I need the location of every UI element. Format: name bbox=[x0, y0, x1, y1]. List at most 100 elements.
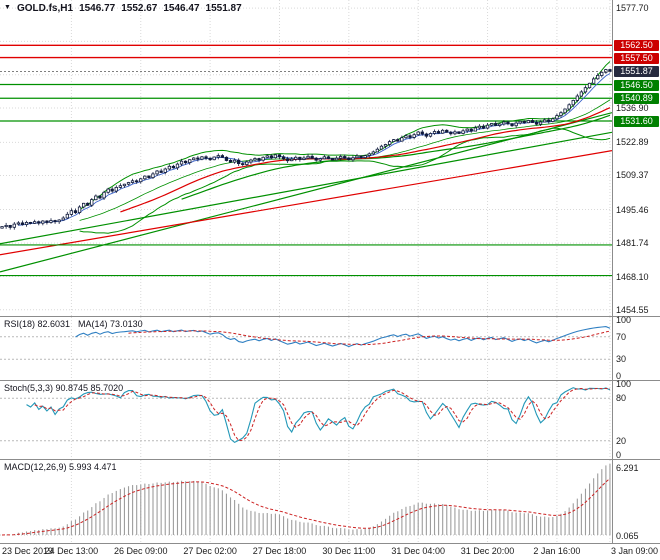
candle-body bbox=[485, 124, 490, 129]
rsi-ma-value-label: MA(14) 73.0130 bbox=[78, 319, 143, 329]
candle-body bbox=[481, 125, 486, 129]
candle-body bbox=[196, 157, 200, 160]
symbol-dropdown-icon: ▼ bbox=[4, 4, 11, 11]
candle-body bbox=[432, 131, 437, 134]
candle-body bbox=[514, 122, 518, 127]
candle-body bbox=[257, 158, 261, 161]
candle-body bbox=[290, 158, 294, 162]
stoch-axis-label: 100 bbox=[616, 379, 632, 389]
candle-body bbox=[428, 133, 433, 137]
bollinger-upper bbox=[79, 61, 611, 211]
price-axis-label: 1509.37 bbox=[616, 170, 649, 181]
stochastic-panel: Stoch(5,3,3) 90.8745 85.7020 100 80 20 0 bbox=[0, 379, 660, 460]
candle-body bbox=[510, 123, 514, 127]
stoch-k-line bbox=[26, 387, 611, 444]
candle-body bbox=[73, 210, 78, 214]
candle-body bbox=[24, 221, 29, 225]
price-axis[interactable]: 1577.70 1536.90 1522.89 1509.37 1495.46 1481.… bbox=[612, 0, 660, 316]
candle-body bbox=[473, 127, 478, 132]
candle-body bbox=[155, 170, 159, 175]
candle-body bbox=[69, 210, 73, 215]
time-axis[interactable]: 23 Dec 2019 24 Dec 13:00 26 Dec 09:00 27 De… bbox=[0, 544, 660, 560]
candle-body bbox=[298, 156, 302, 160]
price-badge-green: 1546.50 bbox=[614, 79, 659, 91]
price-badge-green: 1540.89 bbox=[614, 93, 659, 105]
candle-body bbox=[45, 220, 49, 223]
rsi-panel: RSI(18) 82.6031 MA(14) 73.0130 100 70 30 0 bbox=[0, 315, 660, 381]
macd-indicator-label: MACD(12,26,9) 5.993 4.471 bbox=[4, 462, 117, 472]
candle-body bbox=[208, 157, 212, 161]
candle-body bbox=[555, 115, 559, 120]
price-chart-svg[interactable] bbox=[0, 0, 612, 316]
candle-body bbox=[534, 122, 539, 125]
candle-body bbox=[322, 156, 327, 160]
candle-body bbox=[192, 157, 196, 161]
macd-axis-bottom-label: 0.065 bbox=[616, 531, 639, 541]
candle-body bbox=[232, 159, 237, 163]
candle-body bbox=[583, 87, 588, 93]
candle-body bbox=[494, 123, 498, 126]
ohlc-low: 1546.47 bbox=[163, 3, 200, 14]
candle-body bbox=[236, 159, 241, 164]
candle-body bbox=[420, 131, 424, 135]
candle-body bbox=[383, 144, 388, 147]
stochastic-plot-area: Stoch(5,3,3) 90.8745 85.7020 bbox=[0, 381, 612, 459]
stochastic-value-label: Stoch(5,3,3) 90.8745 85.7020 bbox=[4, 383, 124, 393]
candle-body bbox=[596, 75, 600, 80]
candle-body bbox=[253, 158, 257, 161]
candle-body bbox=[139, 178, 143, 183]
candle-body bbox=[363, 155, 367, 159]
candle-body bbox=[416, 131, 420, 136]
candle-body bbox=[245, 161, 249, 165]
price-badge-current: 1551.87 bbox=[614, 66, 659, 78]
green-trendline bbox=[0, 131, 612, 245]
candle-body bbox=[318, 158, 322, 161]
candle-body bbox=[273, 154, 278, 159]
candle-body bbox=[224, 156, 229, 161]
candle-body bbox=[367, 153, 371, 156]
candle-body bbox=[334, 157, 339, 161]
main-plot-area[interactable]: ▼ GOLD.fs,H1 1546.77 1552.67 1546.47 155… bbox=[0, 0, 612, 316]
rsi-axis-label: 70 bbox=[616, 331, 627, 342]
time-label: 26 Dec 09:00 bbox=[113, 546, 168, 556]
rsi-axis[interactable]: 100 70 30 0 bbox=[612, 315, 660, 381]
candle-body bbox=[4, 224, 8, 227]
candle-body bbox=[424, 133, 429, 137]
candle-body bbox=[151, 173, 155, 178]
candle-body bbox=[387, 141, 392, 145]
candle-body bbox=[28, 221, 33, 224]
candle-body bbox=[338, 156, 343, 159]
candle-body bbox=[551, 118, 555, 122]
candle-body bbox=[90, 199, 94, 206]
time-label: 23 Dec 2019 bbox=[2, 546, 54, 556]
symbol-period-label: GOLD.fs,H1 bbox=[16, 3, 74, 14]
rsi-axis-label: 100 bbox=[616, 315, 632, 325]
candle-body bbox=[49, 220, 53, 223]
candle-body bbox=[57, 219, 61, 223]
candle-body bbox=[106, 188, 110, 193]
candle-body bbox=[82, 202, 86, 208]
candle-body bbox=[457, 131, 461, 134]
rsi-value-label: RSI(18) 82.6031 bbox=[4, 319, 71, 329]
candle-body bbox=[183, 160, 188, 164]
macd-signal-line bbox=[1, 477, 611, 536]
candle-body bbox=[489, 123, 494, 126]
candle-body bbox=[522, 120, 526, 124]
candle-body bbox=[538, 121, 543, 125]
candle-body bbox=[277, 154, 282, 158]
stochastic-axis[interactable]: 100 80 20 0 bbox=[612, 379, 660, 460]
stoch-axis-label: 0 bbox=[616, 450, 622, 460]
candle-body bbox=[412, 134, 416, 138]
macd-plot-area: MACD(12,26,9) 5.993 4.471 bbox=[0, 460, 612, 543]
candle-body bbox=[77, 206, 82, 213]
candle-body bbox=[326, 156, 331, 159]
candle-body bbox=[118, 185, 122, 188]
candle-body bbox=[216, 155, 220, 158]
macd-value-label: MACD(12,26,9) 5.993 4.471 bbox=[4, 462, 117, 472]
macd-panel: MACD(12,26,9) 5.993 4.471 6.291 0.065 bbox=[0, 460, 660, 544]
macd-axis[interactable]: 6.291 0.065 bbox=[612, 460, 660, 543]
candle-body bbox=[281, 156, 286, 160]
candle-body bbox=[547, 119, 551, 122]
bollinger-lower bbox=[79, 127, 611, 234]
